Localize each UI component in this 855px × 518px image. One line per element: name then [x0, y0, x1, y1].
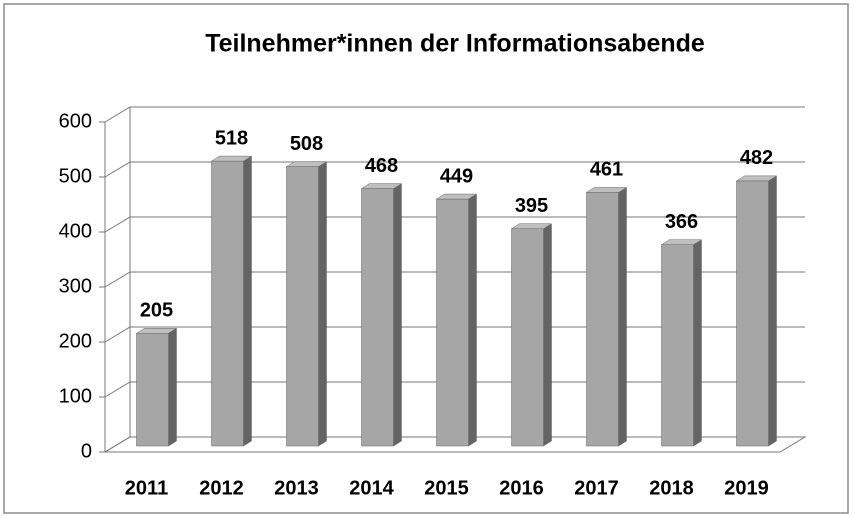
y-tick-label: 300 — [59, 275, 92, 297]
value-label: 482 — [740, 147, 773, 169]
x-tick-label: 2018 — [649, 477, 694, 499]
grid-line — [104, 326, 805, 343]
bar — [436, 198, 469, 447]
value-label: 461 — [590, 159, 623, 181]
bar — [586, 192, 619, 447]
grid-line — [104, 106, 805, 123]
y-tick-label: 0 — [81, 440, 92, 462]
x-tick-label: 2017 — [574, 477, 619, 499]
chart-title: Teilnehmer*innen der Informationsabende — [205, 30, 705, 58]
value-label: 205 — [140, 300, 173, 322]
y-tick-label: 100 — [59, 385, 92, 407]
y-tick-label: 500 — [59, 165, 92, 187]
value-label: 395 — [515, 195, 548, 217]
bar-top — [660, 239, 703, 245]
bar-top — [585, 187, 628, 193]
bar — [361, 188, 394, 447]
bar-top — [210, 155, 253, 162]
bar-side — [693, 239, 702, 447]
y-tick-label: 400 — [59, 220, 92, 242]
x-tick-label: 2014 — [349, 477, 394, 499]
bar-side — [468, 193, 477, 447]
y-tick-label: 600 — [59, 110, 92, 132]
bar-side — [618, 186, 627, 447]
bar — [286, 166, 319, 447]
grid-line — [104, 216, 805, 233]
bar — [511, 228, 544, 447]
x-tick-label: 2013 — [274, 477, 319, 499]
y-tick-label: 200 — [59, 330, 92, 352]
grid-line — [104, 161, 805, 178]
bar-side — [168, 327, 177, 447]
x-tick-label: 2019 — [724, 477, 769, 499]
bar-top — [435, 193, 478, 200]
bar-side — [243, 155, 252, 447]
bar-side — [318, 161, 327, 447]
grid-line — [104, 381, 805, 398]
bar — [736, 180, 769, 447]
x-tick-label: 2011 — [125, 477, 168, 499]
bar-side — [393, 183, 402, 447]
bar-side — [543, 223, 552, 447]
value-label: 366 — [665, 211, 698, 233]
bar-top — [735, 175, 778, 182]
bar-top — [285, 161, 328, 167]
x-tick-label: 2012 — [199, 477, 244, 499]
bar-top — [360, 183, 403, 189]
value-label: 468 — [365, 155, 398, 177]
grid-line — [104, 271, 805, 288]
value-label: 508 — [290, 133, 323, 155]
bar — [211, 160, 244, 447]
x-tick-label: 2015 — [424, 477, 469, 499]
value-label: 449 — [440, 165, 473, 187]
grid-line — [104, 436, 805, 453]
value-label: 518 — [215, 127, 248, 149]
x-tick-label: 2016 — [499, 477, 544, 499]
bar — [136, 333, 169, 447]
bar-top — [510, 223, 553, 229]
bar — [661, 244, 694, 447]
bar-top — [135, 328, 178, 334]
bar-side — [768, 175, 777, 447]
